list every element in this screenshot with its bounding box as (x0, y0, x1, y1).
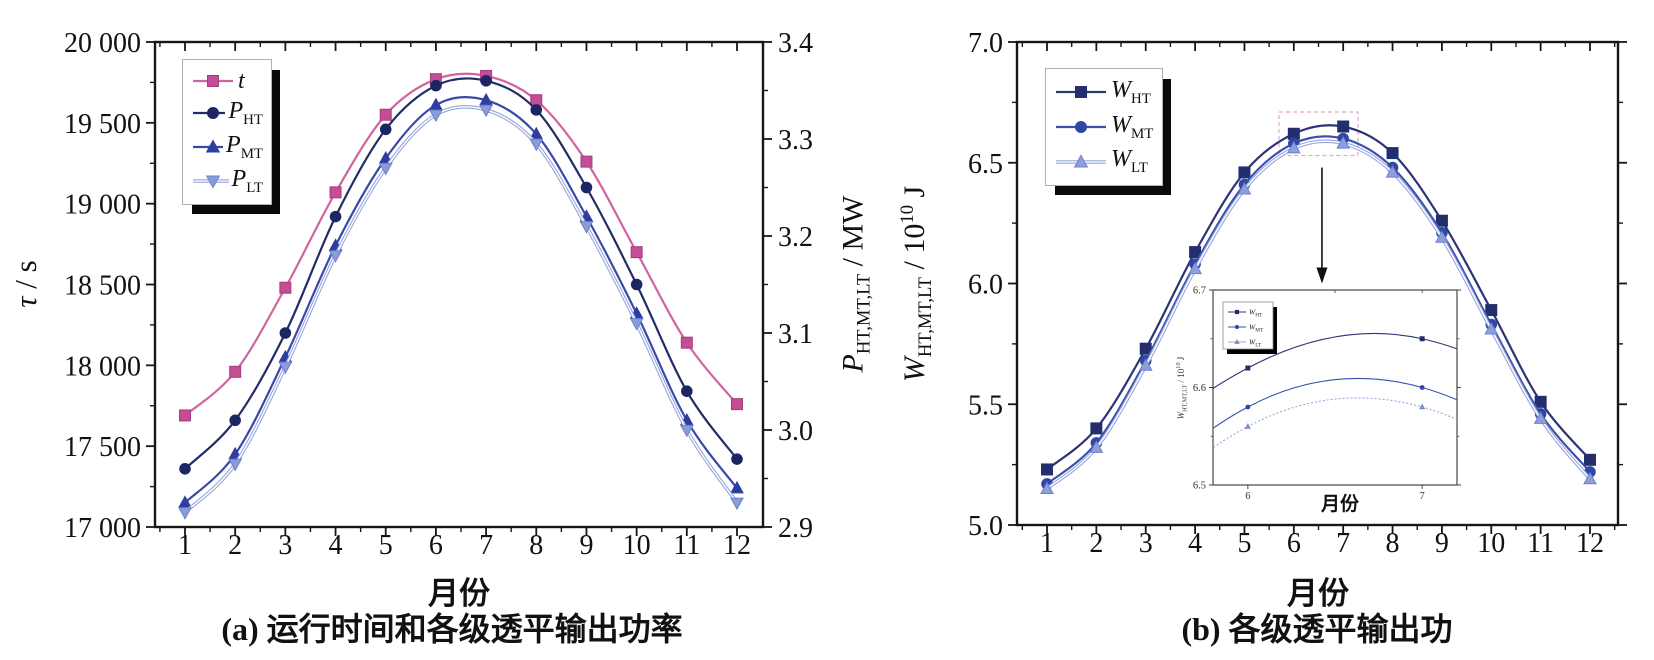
svg-text:12: 12 (723, 530, 751, 561)
svg-text:6: 6 (429, 530, 443, 561)
svg-text:3.3: 3.3 (778, 125, 813, 156)
legend-label-t: t (238, 67, 245, 94)
t-series-marker (193, 75, 233, 88)
legend-item-p-mt: PMT (191, 132, 263, 163)
right-chart-inset: 6.5 6.6 6.7 6 7 WHT,MT,LT / 1010 J WHT WMT WLT (1175, 286, 1461, 502)
svg-text:4: 4 (329, 530, 343, 561)
right-chart-caption: (b) 各级透平输出功 (1181, 611, 1453, 647)
svg-text:17 500: 17 500 (64, 432, 141, 463)
svg-text:7: 7 (479, 530, 493, 561)
svg-text:WHT: WHT (1249, 308, 1263, 319)
svg-text:17 000: 17 000 (64, 513, 141, 544)
left-chart-x-axis-label: 月份 (428, 576, 490, 611)
svg-text:9: 9 (1435, 528, 1449, 559)
svg-text:9: 9 (579, 530, 593, 561)
svg-text:8: 8 (1386, 528, 1400, 559)
svg-text:7.0: 7.0 (968, 28, 1003, 59)
svg-text:19 500: 19 500 (64, 109, 141, 140)
svg-text:5: 5 (379, 530, 393, 561)
svg-text:7: 7 (1336, 528, 1350, 559)
svg-text:6.7: 6.7 (1193, 286, 1206, 297)
svg-text:6.0: 6.0 (968, 270, 1003, 301)
w-lt-series-marker (1056, 153, 1106, 168)
inset-x-axis-label: 月份 (1320, 494, 1360, 515)
legend-item-w-mt: WMT (1054, 112, 1154, 143)
svg-text:6.6: 6.6 (1193, 383, 1206, 394)
svg-text:3.4: 3.4 (778, 28, 813, 59)
svg-text:5.5: 5.5 (968, 390, 1003, 421)
svg-text:2: 2 (228, 530, 242, 561)
right-chart-x-axis-label: 月份 (1287, 576, 1349, 611)
legend-label-w-lt: WLT (1111, 146, 1148, 177)
svg-text:WMT: WMT (1249, 323, 1264, 334)
p-lt-series-marker (193, 175, 229, 189)
right-chart-y-axis-label-work: WHT,MT,LT / 1010 J (897, 185, 936, 383)
svg-text:2.9: 2.9 (778, 513, 813, 544)
svg-text:3.2: 3.2 (778, 222, 813, 253)
svg-text:5: 5 (1237, 528, 1251, 559)
legend-item-w-ht: WHT (1054, 77, 1154, 108)
svg-text:10: 10 (623, 530, 651, 561)
w-ht-series-marker (1056, 86, 1106, 99)
legend-label-p-ht: PHT (228, 97, 263, 128)
legend-label-w-ht: WHT (1111, 76, 1151, 107)
legend-item-p-lt: PLT (191, 166, 263, 197)
svg-text:6: 6 (1287, 528, 1301, 559)
svg-text:6.5: 6.5 (968, 149, 1003, 180)
svg-text:2: 2 (1089, 528, 1103, 559)
legend-item-p-ht: PHT (191, 98, 263, 129)
svg-text:12: 12 (1576, 528, 1604, 559)
svg-text:5.0: 5.0 (968, 511, 1003, 542)
svg-text:19 000: 19 000 (64, 190, 141, 221)
svg-text:10: 10 (1477, 528, 1505, 559)
svg-text:6: 6 (1245, 491, 1250, 502)
svg-text:8: 8 (529, 530, 543, 561)
svg-text:3: 3 (278, 530, 292, 561)
p-mt-series-marker (193, 139, 224, 153)
svg-text:7: 7 (1420, 491, 1425, 502)
legend-item-t: t (191, 68, 263, 95)
left-chart-caption: (a) 运行时间和各级透平输出功率 (221, 611, 683, 647)
svg-text:3: 3 (1139, 528, 1153, 559)
svg-text:WHT,MT,LT / 1010 J: WHT,MT,LT / 1010 J (1175, 356, 1188, 419)
svg-text:6.5: 6.5 (1193, 481, 1206, 492)
left-chart-right-y-axis-label-power: PHT,MT,LT / MW (836, 195, 875, 373)
svg-text:1: 1 (1040, 528, 1054, 559)
legend-label-p-lt: PLT (231, 165, 263, 196)
svg-text:3.1: 3.1 (778, 319, 813, 350)
legend-item-w-lt: WLT (1054, 146, 1154, 177)
svg-text:WLT: WLT (1249, 338, 1262, 349)
right-chart-legend: WHT WMT WLT (1045, 68, 1163, 186)
svg-text:18 000: 18 000 (64, 351, 141, 382)
right-chart-plot: 1 2 3 4 5 6 7 8 9 10 11 125.05.56.06.57.0 (968, 28, 1627, 559)
svg-text:20 000: 20 000 (64, 28, 141, 59)
legend-label-p-mt: PMT (226, 131, 263, 162)
left-chart-legend: t PHT PMT PLT (182, 59, 272, 205)
w-mt-series-marker (1056, 120, 1106, 133)
legend-label-w-mt: WMT (1111, 111, 1154, 142)
p-ht-series-marker (193, 107, 226, 120)
svg-text:3.0: 3.0 (778, 416, 813, 447)
left-chart-y-axis-label-tau: τ / s (8, 260, 43, 308)
svg-text:1: 1 (178, 530, 192, 561)
svg-text:4: 4 (1188, 528, 1202, 559)
svg-text:11: 11 (673, 530, 700, 561)
svg-text:11: 11 (1527, 528, 1554, 559)
svg-text:18 500: 18 500 (64, 271, 141, 302)
